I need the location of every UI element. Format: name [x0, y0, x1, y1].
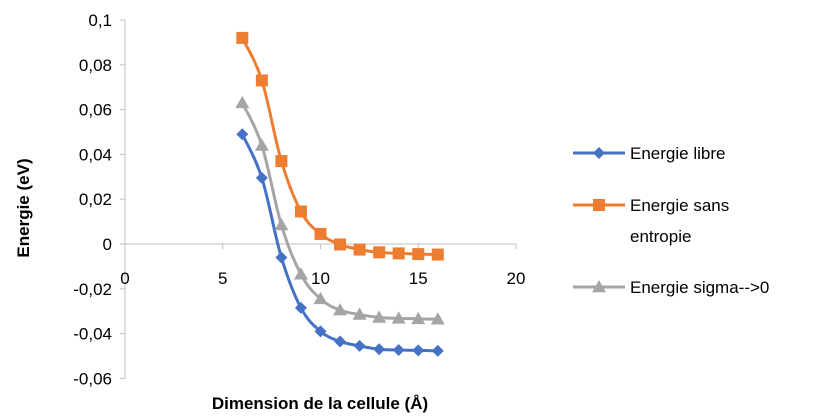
legend-entry: Energie libre	[573, 144, 725, 163]
data-point	[431, 344, 444, 357]
x-tick-label: 10	[311, 269, 330, 288]
data-point	[255, 171, 268, 184]
series-square	[236, 31, 444, 261]
legend-label: Energie libre	[630, 144, 725, 163]
data-point	[373, 246, 386, 259]
series-diamond	[236, 128, 444, 357]
data-point	[293, 267, 308, 280]
data-point	[314, 325, 327, 338]
legend-label: Energie sans	[630, 196, 729, 215]
data-point	[352, 307, 367, 320]
data-point	[255, 74, 268, 87]
y-tick-label: 0,02	[79, 190, 112, 209]
data-point	[372, 310, 387, 323]
data-point	[412, 344, 425, 357]
data-point	[333, 303, 348, 316]
data-point	[236, 31, 249, 44]
legend-marker	[593, 147, 605, 159]
data-point	[353, 243, 366, 256]
y-tick-label: 0,1	[88, 11, 112, 30]
data-point	[373, 343, 386, 356]
y-tick-label: 0,04	[79, 145, 112, 164]
data-point	[353, 339, 366, 352]
series-layer	[235, 31, 445, 357]
y-tick-label: 0,06	[79, 101, 112, 120]
legend-entry: Energie sigma-->0	[573, 278, 769, 297]
data-point	[275, 155, 288, 168]
data-point	[236, 128, 249, 141]
data-point	[430, 312, 445, 325]
y-tick-label: -0,02	[73, 280, 112, 299]
data-point	[431, 248, 444, 261]
data-point	[254, 138, 269, 151]
data-point	[412, 248, 425, 261]
data-point	[235, 95, 250, 109]
data-point	[313, 291, 328, 305]
x-tick-label: 5	[218, 269, 227, 288]
legend-label: Energie sigma-->0	[630, 278, 769, 297]
data-point	[294, 205, 307, 218]
y-axis-title: Energie (eV)	[14, 158, 33, 257]
x-tick-label: 15	[409, 269, 428, 288]
data-point	[334, 335, 347, 348]
data-point	[392, 343, 405, 356]
x-axis-title: Dimension de la cellule (Å)	[212, 394, 428, 413]
legend-entry: Energie sans entropie	[573, 196, 729, 246]
data-point	[391, 311, 406, 324]
x-tick-label: 20	[507, 269, 526, 288]
data-point	[314, 227, 327, 240]
x-tick-label: 0	[120, 269, 129, 288]
series-triangle	[235, 95, 445, 325]
data-point	[294, 301, 307, 314]
legend-label: entropie	[630, 227, 691, 246]
y-tick-label: 0	[103, 235, 112, 254]
data-point	[274, 217, 289, 231]
legend-marker	[592, 280, 606, 293]
axes: 0,1 0,08 0,06 0,04 0,02 0 -0,02 -0,04 -0,06 0 5 10 1…	[73, 11, 525, 388]
legend-marker	[593, 199, 605, 211]
y-tick-label: 0,08	[79, 56, 112, 75]
data-point	[411, 311, 426, 325]
y-tick-label: -0,04	[73, 325, 112, 344]
data-point	[392, 247, 405, 260]
data-point	[275, 251, 288, 264]
y-tick-label: -0,06	[73, 369, 112, 388]
data-point	[334, 238, 347, 251]
